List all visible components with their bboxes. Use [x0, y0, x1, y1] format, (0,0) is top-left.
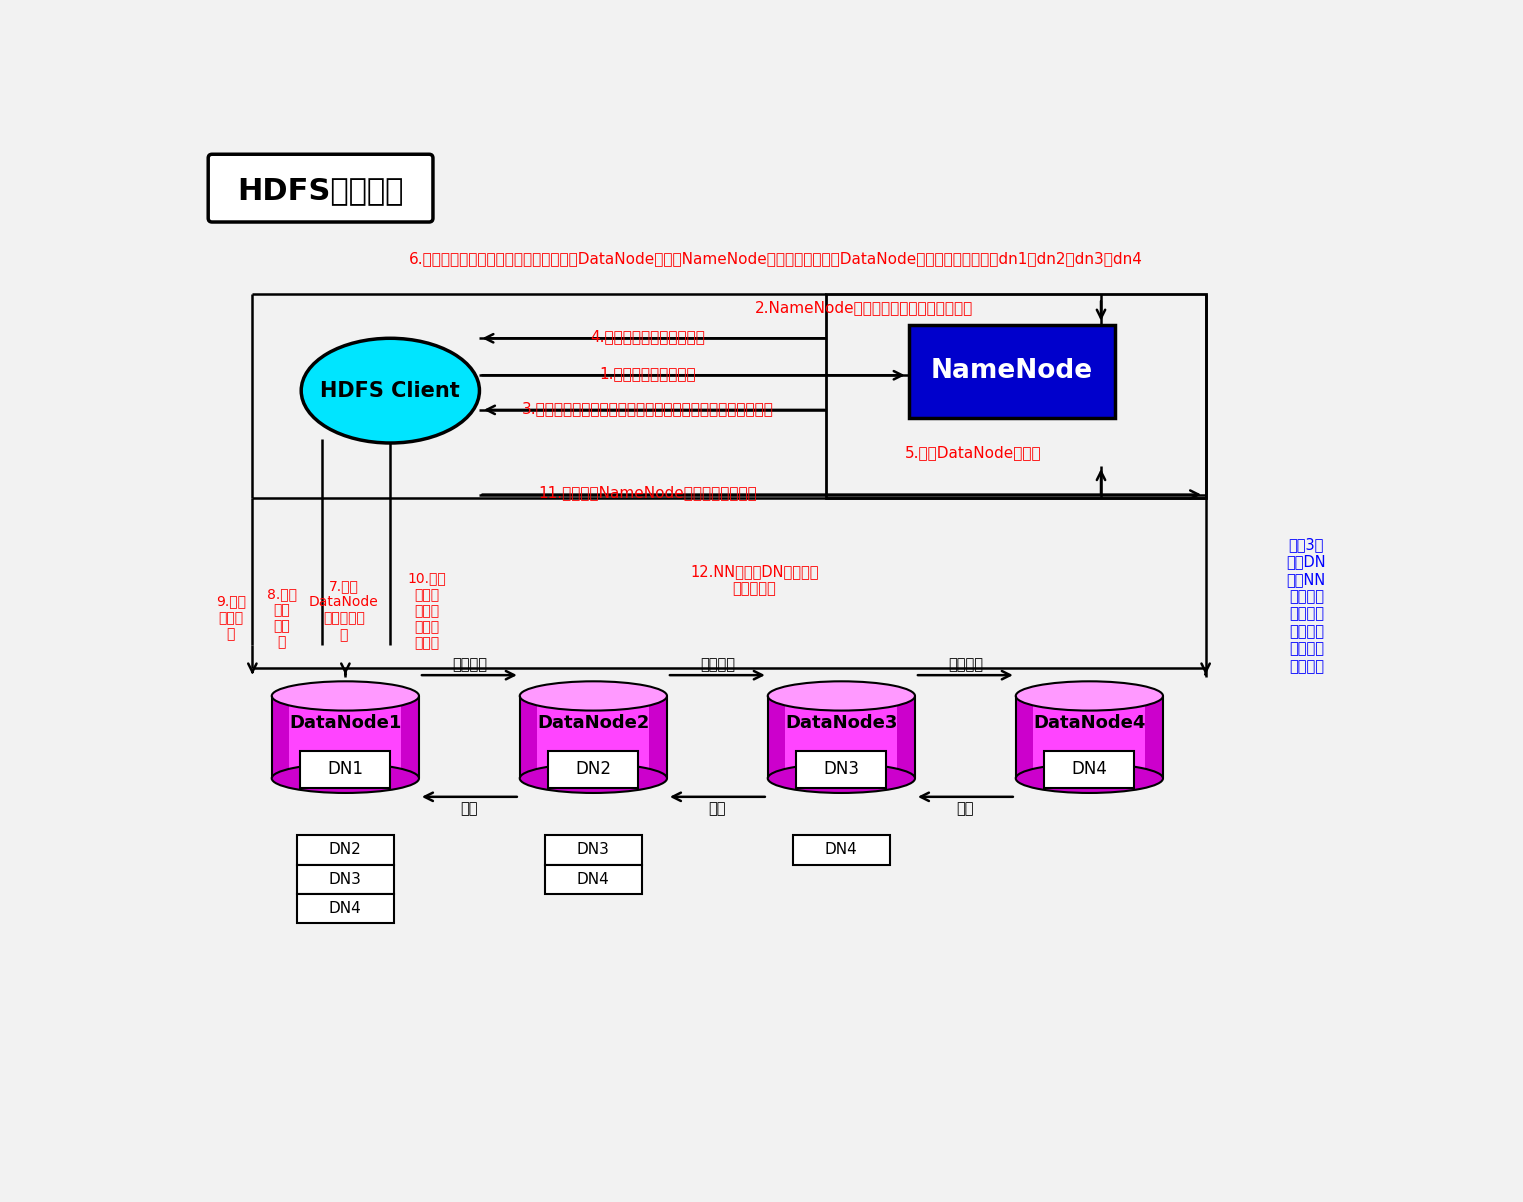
Text: 6.根据上传文件的大小，分配有限个数的DataNode过去，NameNode会调度出最合适的DataNode队列，你可以上传到dn1，dn2，dn3，dn4: 6.根据上传文件的大小，分配有限个数的DataNode过去，NameNode会调… — [410, 251, 1144, 266]
Text: DN2: DN2 — [329, 843, 362, 857]
Text: 11.客户端向NameNode汇报已经写入成功: 11.客户端向NameNode汇报已经写入成功 — [538, 486, 757, 500]
Ellipse shape — [1016, 682, 1164, 710]
Bar — [1016, 696, 1034, 779]
Text: NameNode: NameNode — [931, 358, 1094, 385]
Bar — [297, 864, 394, 894]
Bar — [545, 864, 641, 894]
Ellipse shape — [768, 763, 915, 793]
Text: DN4: DN4 — [1072, 761, 1107, 779]
Bar — [519, 696, 667, 779]
Text: 4.可以上传则再次发送请求: 4.可以上传则再次发送请求 — [591, 329, 705, 344]
Text: DN4: DN4 — [825, 843, 857, 857]
Bar — [297, 894, 394, 923]
Text: 12.NN会通知DN自动做数
据副本平衡: 12.NN会通知DN自动做数 据副本平衡 — [690, 564, 819, 596]
Bar — [825, 294, 1206, 499]
Text: 3.如果文件存在，返回错误信息，不存在，则客户端可以上传: 3.如果文件存在，返回错误信息，不存在，则客户端可以上传 — [522, 400, 774, 416]
Text: DataNode1: DataNode1 — [289, 714, 402, 732]
Text: DN1: DN1 — [327, 761, 364, 779]
Text: DN2: DN2 — [576, 761, 611, 779]
Text: 应答: 应答 — [708, 802, 726, 816]
Text: 应答: 应答 — [956, 802, 975, 816]
Bar — [271, 696, 289, 779]
Bar — [797, 751, 886, 789]
Text: 2.NameNode检查元数据是否有该文件存在: 2.NameNode检查元数据是否有该文件存在 — [755, 300, 973, 315]
Ellipse shape — [519, 682, 667, 710]
Bar — [1016, 696, 1164, 779]
Bar — [271, 696, 419, 779]
Bar — [897, 696, 915, 779]
Bar — [1145, 696, 1164, 779]
Bar — [768, 696, 786, 779]
Text: DN4: DN4 — [329, 902, 362, 916]
Text: 10.将写
入成功
的消息
返回给
客户端: 10.将写 入成功 的消息 返回给 客户端 — [407, 572, 446, 650]
Text: HDFS Client: HDFS Client — [320, 381, 460, 400]
Ellipse shape — [768, 682, 915, 710]
Ellipse shape — [519, 763, 667, 793]
Text: 通道建立: 通道建立 — [452, 656, 487, 672]
Text: DN3: DN3 — [824, 761, 859, 779]
Ellipse shape — [302, 338, 480, 444]
Bar — [909, 326, 1115, 417]
Text: HDFS写入流程: HDFS写入流程 — [238, 175, 404, 204]
Ellipse shape — [271, 763, 419, 793]
Text: DataNode4: DataNode4 — [1033, 714, 1145, 732]
Text: 5.检查DataNode的信息: 5.检查DataNode的信息 — [905, 445, 1042, 459]
Text: DataNode3: DataNode3 — [786, 714, 897, 732]
Bar — [297, 835, 394, 864]
Text: DataNode2: DataNode2 — [538, 714, 650, 732]
Text: DN3: DN3 — [329, 871, 362, 887]
Text: 通道建立: 通道建立 — [701, 656, 736, 672]
Text: 1.客户端请求上传数据: 1.客户端请求上传数据 — [600, 367, 696, 381]
Text: 9.开始
传输数
据: 9.开始 传输数 据 — [216, 595, 245, 641]
Bar — [545, 835, 641, 864]
Ellipse shape — [271, 682, 419, 710]
FancyBboxPatch shape — [209, 154, 433, 222]
Bar — [402, 696, 419, 779]
Bar — [300, 751, 390, 789]
Bar — [793, 835, 889, 864]
Bar — [548, 751, 638, 789]
Text: 8.建立
好传
输通
道: 8.建立 好传 输通 道 — [267, 587, 297, 649]
Text: DN4: DN4 — [577, 871, 609, 887]
Bar — [768, 696, 915, 779]
Text: DN3: DN3 — [577, 843, 609, 857]
Text: 应答: 应答 — [460, 802, 478, 816]
Bar — [519, 696, 538, 779]
Text: 通道建立: 通道建立 — [947, 656, 982, 672]
Text: 7.告诉
DataNode
需要上传数
据: 7.告诉 DataNode 需要上传数 据 — [309, 579, 379, 642]
Ellipse shape — [1016, 763, 1164, 793]
Bar — [649, 696, 667, 779]
Text: 每隔3秒
钟，DN
会向NN
发送一个
数据【我
当前的状
态以及可
用空间】: 每隔3秒 钟，DN 会向NN 发送一个 数据【我 当前的状 态以及可 用空间】 — [1287, 537, 1327, 674]
Bar — [1045, 751, 1135, 789]
